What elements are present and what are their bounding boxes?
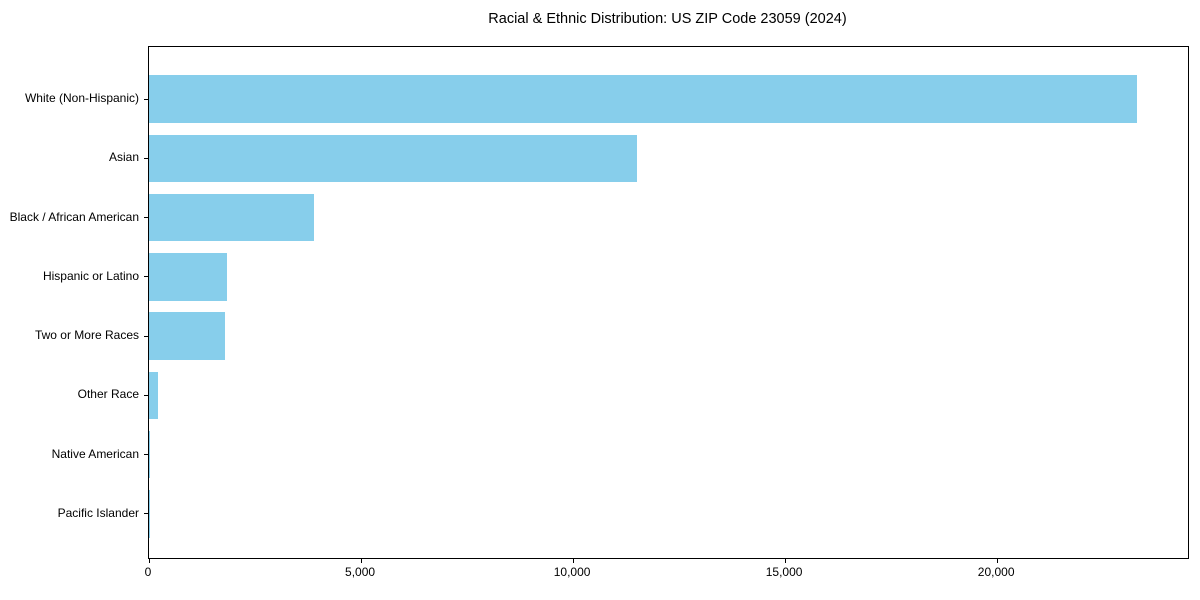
x-tick-label: 0: [144, 565, 152, 579]
chart-title: Racial & Ethnic Distribution: US ZIP Cod…: [488, 11, 847, 27]
x-tick-mark: [360, 558, 362, 563]
y-tick-mark: [144, 335, 148, 337]
y-tick-label: Pacific Islander: [57, 505, 139, 520]
y-tick-label: Asian: [108, 150, 139, 165]
y-tick-label: Native American: [51, 446, 139, 461]
y-tick-label: Hispanic or Latino: [42, 268, 139, 283]
y-tick-mark: [144, 394, 148, 396]
y-tick-mark: [144, 98, 148, 100]
y-tick-mark: [144, 513, 148, 515]
x-tick-label: 5,000: [345, 565, 376, 579]
y-tick-label: Other Race: [77, 387, 139, 402]
x-tick-mark: [148, 558, 150, 563]
x-tick-label: 15,000: [765, 565, 803, 579]
bar-other-race: [149, 371, 159, 420]
bar-two-or-more-races: [149, 312, 225, 360]
y-tick-label: Black / African American: [9, 209, 139, 224]
plot-area: [144, 46, 1189, 563]
x-tick-mark: [572, 558, 574, 563]
y-tick-mark: [144, 217, 148, 219]
x-tick-mark: [784, 558, 786, 563]
y-tick-label: Two or More Races: [34, 328, 139, 343]
x-tick-label: 20,000: [977, 565, 1015, 579]
x-tick-mark: [996, 558, 998, 563]
bar-white-non-hispanic: [149, 75, 1138, 123]
y-tick-mark: [144, 157, 148, 159]
bar-native-american: [149, 430, 151, 479]
y-tick-mark: [144, 454, 148, 456]
bar-black-african-american: [149, 193, 315, 242]
y-tick-mark: [144, 276, 148, 278]
bar-hispanic-or-latino: [149, 253, 228, 301]
y-tick-label: White (Non-Hispanic): [24, 91, 139, 105]
x-tick-label: 10,000: [553, 565, 591, 579]
bar-asian: [149, 134, 637, 183]
